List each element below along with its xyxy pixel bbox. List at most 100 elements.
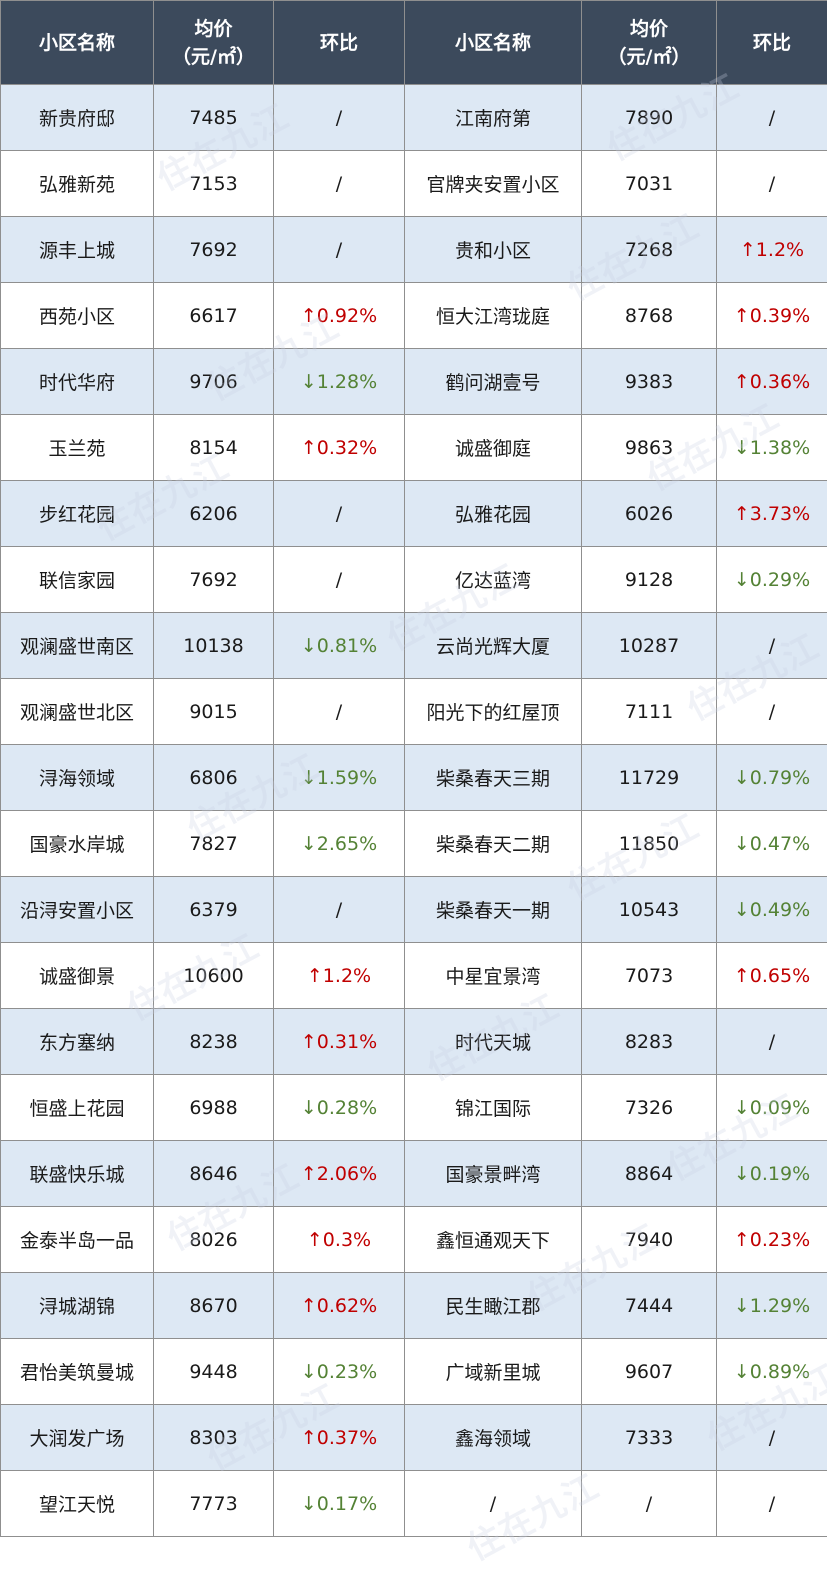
community-name-cell: 阳光下的红屋顶 [405, 679, 582, 745]
community-name-cell: 浔城湖锦 [1, 1273, 154, 1339]
avg-price-cell: 8864 [582, 1141, 717, 1207]
header-row: 小区名称 均价 （元/㎡） 环比 小区名称 均价 （元/㎡） 环比 [1, 1, 827, 85]
avg-price-cell: 7692 [154, 547, 274, 613]
avg-price-cell: 6026 [582, 481, 717, 547]
mom-change-cell: ↓0.81% [274, 613, 405, 679]
avg-price-cell: 8670 [154, 1273, 274, 1339]
avg-price-cell: 8768 [582, 283, 717, 349]
mom-change-cell: ↓1.29% [717, 1273, 827, 1339]
mom-change-cell: ↓0.17% [274, 1471, 405, 1537]
avg-price-cell: 9383 [582, 349, 717, 415]
community-name-cell: 国豪景畔湾 [405, 1141, 582, 1207]
community-name-cell: 鑫海领域 [405, 1405, 582, 1471]
avg-price-cell: 7827 [154, 811, 274, 877]
price-header-line2: （元/㎡） [582, 43, 716, 71]
avg-price-cell: 6988 [154, 1075, 274, 1141]
community-name-cell: 联信家园 [1, 547, 154, 613]
mom-change-cell: ↑0.23% [717, 1207, 827, 1273]
community-name-cell: 大润发广场 [1, 1405, 154, 1471]
mom-change-cell: ↓2.65% [274, 811, 405, 877]
avg-price-cell: 8303 [154, 1405, 274, 1471]
mom-change-cell: / [717, 1471, 827, 1537]
avg-price-cell: 7111 [582, 679, 717, 745]
community-name-cell: 柴桑春天一期 [405, 877, 582, 943]
community-name-cell: 江南府第 [405, 85, 582, 151]
avg-price-cell: 7692 [154, 217, 274, 283]
community-name-cell: 步红花园 [1, 481, 154, 547]
avg-price-cell: 8646 [154, 1141, 274, 1207]
mom-change-cell: ↑0.3% [274, 1207, 405, 1273]
community-name-cell: 弘雅花园 [405, 481, 582, 547]
mom-change-cell: ↓0.28% [274, 1075, 405, 1141]
community-name-cell: 弘雅新苑 [1, 151, 154, 217]
avg-price-cell: 10600 [154, 943, 274, 1009]
community-name-cell: 沿浔安置小区 [1, 877, 154, 943]
community-name-cell: 亿达蓝湾 [405, 547, 582, 613]
community-name-cell: 联盛快乐城 [1, 1141, 154, 1207]
community-name-cell: 时代华府 [1, 349, 154, 415]
mom-change-cell: ↑0.36% [717, 349, 827, 415]
community-name-cell: 官牌夹安置小区 [405, 151, 582, 217]
community-name-cell: 柴桑春天三期 [405, 745, 582, 811]
mom-change-cell: ↑0.39% [717, 283, 827, 349]
mom-change-cell: ↓0.47% [717, 811, 827, 877]
mom-change-cell: ↓0.29% [717, 547, 827, 613]
avg-price-cell: 8283 [582, 1009, 717, 1075]
community-name-cell: 望江天悦 [1, 1471, 154, 1537]
community-name-cell: 恒盛上花园 [1, 1075, 154, 1141]
mom-change-cell: / [274, 151, 405, 217]
mom-change-cell: ↑0.92% [274, 283, 405, 349]
mom-change-cell: ↑1.2% [274, 943, 405, 1009]
avg-price-cell: 9607 [582, 1339, 717, 1405]
avg-price-cell: 8154 [154, 415, 274, 481]
avg-price-cell: 9128 [582, 547, 717, 613]
avg-price-cell: 10287 [582, 613, 717, 679]
community-name-cell: 观澜盛世南区 [1, 613, 154, 679]
name-header-left: 小区名称 [1, 1, 154, 85]
mom-change-cell: ↓1.59% [274, 745, 405, 811]
price-header-line1: 均价 [154, 15, 273, 43]
community-name-cell: 鑫恒通观天下 [405, 1207, 582, 1273]
change-header-left: 环比 [274, 1, 405, 85]
mom-change-cell: / [274, 481, 405, 547]
mom-change-cell: / [274, 877, 405, 943]
avg-price-cell: 7333 [582, 1405, 717, 1471]
mom-change-cell: / [717, 1009, 827, 1075]
community-name-cell: 锦江国际 [405, 1075, 582, 1141]
mom-change-cell: / [717, 679, 827, 745]
mom-change-cell: ↑0.31% [274, 1009, 405, 1075]
avg-price-cell: 6206 [154, 481, 274, 547]
price-header-right: 均价 （元/㎡） [582, 1, 717, 85]
avg-price-cell: 11729 [582, 745, 717, 811]
mom-change-cell: ↑2.06% [274, 1141, 405, 1207]
avg-price-cell: 6617 [154, 283, 274, 349]
mom-change-cell: ↓0.79% [717, 745, 827, 811]
mom-change-cell: / [274, 547, 405, 613]
community-name-cell: 诚盛御庭 [405, 415, 582, 481]
mom-change-cell: / [717, 85, 827, 151]
change-header-right: 环比 [717, 1, 827, 85]
community-name-cell: 观澜盛世北区 [1, 679, 154, 745]
avg-price-cell: 7773 [154, 1471, 274, 1537]
name-header-right: 小区名称 [405, 1, 582, 85]
mom-change-cell: / [274, 217, 405, 283]
mom-change-cell: ↓1.28% [274, 349, 405, 415]
mom-change-cell: / [274, 85, 405, 151]
avg-price-cell: 7268 [582, 217, 717, 283]
community-name-cell: 时代天城 [405, 1009, 582, 1075]
mom-change-cell: ↑1.2% [717, 217, 827, 283]
